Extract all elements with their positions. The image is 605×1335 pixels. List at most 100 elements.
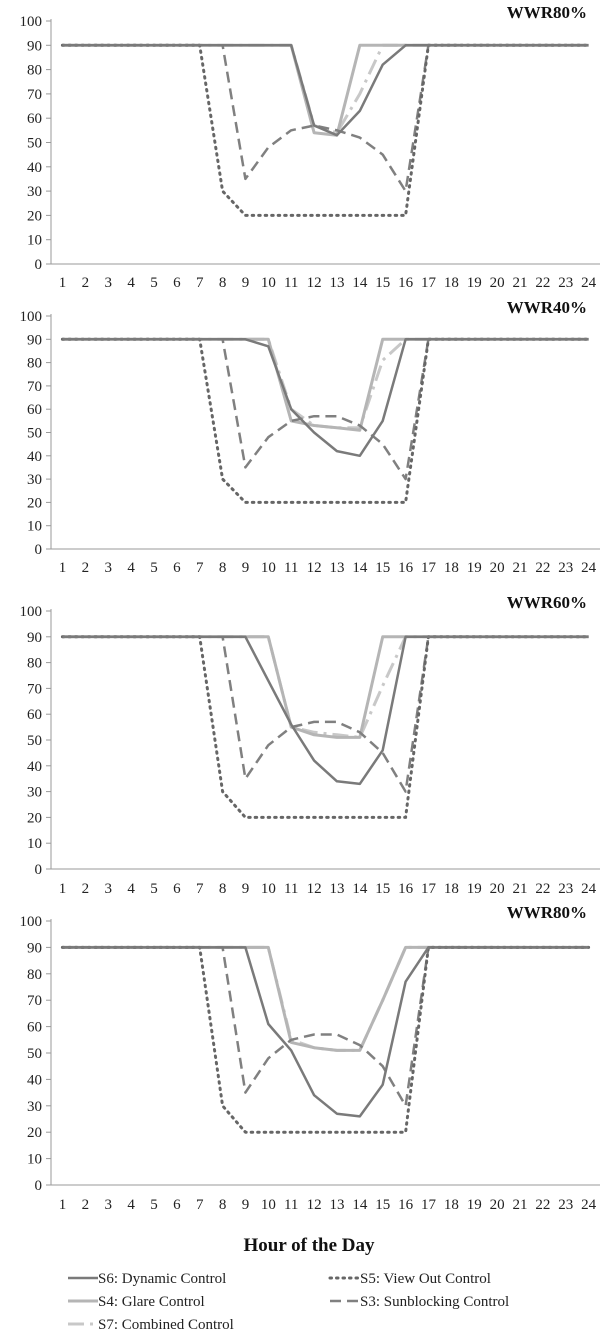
series-line-s5: [60, 635, 591, 819]
x-tick-label: 23: [558, 1197, 573, 1213]
y-tick-label: 70: [27, 87, 42, 103]
x-tick-label: 5: [150, 560, 158, 576]
x-tick-label: 12: [307, 275, 322, 291]
x-tick-label: 14: [352, 1197, 368, 1213]
x-tick-label: 7: [196, 1197, 204, 1213]
y-tick-label: 40: [27, 160, 42, 176]
legend-label: S6: Dynamic Control: [98, 1271, 226, 1287]
x-tick-label: 20: [490, 1197, 505, 1213]
y-tick-label: 40: [27, 1072, 42, 1088]
y-tick-label: 50: [27, 733, 42, 749]
x-tick-label: 12: [307, 1197, 322, 1213]
x-tick-label: 7: [196, 275, 204, 291]
y-tick-label: 90: [27, 38, 42, 54]
y-tick-label: 40: [27, 449, 42, 465]
x-tick-label: 6: [173, 275, 181, 291]
x-tick-label: 16: [398, 1197, 414, 1213]
x-tick-label: 16: [398, 560, 414, 576]
x-tick-label: 2: [82, 881, 90, 897]
y-tick-label: 100: [20, 914, 43, 930]
series-line-s5: [60, 337, 591, 504]
x-tick-label: 10: [261, 275, 276, 291]
x-tick-label: 18: [444, 1197, 459, 1213]
y-tick-label: 70: [27, 379, 42, 395]
y-tick-label: 20: [27, 208, 42, 224]
x-tick-label: 18: [444, 560, 459, 576]
y-tick-label: 60: [27, 1020, 42, 1036]
y-tick-label: 60: [27, 707, 42, 723]
y-tick-label: 40: [27, 759, 42, 775]
legend-item-s7: S7: Combined Control: [68, 1317, 234, 1333]
x-tick-label: 2: [82, 275, 90, 291]
x-tick-label: 9: [242, 275, 250, 291]
x-tick-label: 21: [512, 560, 527, 576]
x-tick-label: 17: [421, 275, 437, 291]
y-tick-label: 0: [35, 862, 43, 878]
x-tick-label: 6: [173, 560, 181, 576]
y-tick-label: 80: [27, 63, 42, 79]
x-tick-label: 13: [329, 275, 344, 291]
x-tick-label: 22: [535, 1197, 550, 1213]
x-tick-label: 6: [173, 1197, 181, 1213]
x-tick-label: 9: [242, 881, 250, 897]
series-line-s4: [62, 43, 589, 137]
panel-title: WWR80%: [507, 3, 587, 22]
x-tick-label: 10: [261, 560, 276, 576]
series-line-s7: [62, 635, 589, 739]
x-tick-label: 19: [467, 881, 482, 897]
x-tick-label: 13: [329, 1197, 344, 1213]
x-tick-label: 6: [173, 881, 181, 897]
y-tick-label: 80: [27, 967, 42, 983]
x-tick-label: 14: [352, 560, 368, 576]
x-tick-label: 17: [421, 881, 437, 897]
x-tick-label: 22: [535, 881, 550, 897]
series-line-s6: [62, 44, 589, 137]
x-tick-label: 24: [581, 881, 597, 897]
y-tick-label: 90: [27, 940, 42, 956]
x-tick-label: 19: [467, 275, 482, 291]
y-tick-label: 20: [27, 810, 42, 826]
y-tick-label: 80: [27, 356, 42, 372]
y-tick-label: 90: [27, 630, 42, 646]
x-tick-label: 21: [512, 1197, 527, 1213]
x-tick-label: 8: [219, 275, 227, 291]
x-tick-label: 23: [558, 560, 573, 576]
y-tick-label: 30: [27, 785, 42, 801]
x-tick-label: 2: [82, 1197, 90, 1213]
x-tick-label: 4: [127, 275, 135, 291]
x-tick-label: 23: [558, 881, 573, 897]
x-tick-label: 5: [150, 275, 158, 291]
x-tick-label: 12: [307, 881, 322, 897]
legend-label: S7: Combined Control: [98, 1317, 234, 1333]
series-line-s3: [62, 635, 589, 793]
x-tick-label: 5: [150, 1197, 158, 1213]
y-tick-label: 30: [27, 472, 42, 488]
series-line-s7: [62, 43, 589, 135]
x-tick-label: 11: [284, 560, 298, 576]
panel-title: WWR40%: [507, 298, 587, 317]
x-axis-label: Hour of the Day: [243, 1235, 375, 1256]
x-tick-label: 3: [104, 881, 112, 897]
x-tick-label: 20: [490, 881, 505, 897]
x-tick-label: 7: [196, 881, 204, 897]
x-tick-label: 21: [512, 275, 527, 291]
series-line-s7: [62, 337, 589, 430]
series-line-s3: [62, 44, 589, 193]
series-line-s6: [62, 338, 589, 458]
x-tick-label: 16: [398, 275, 414, 291]
x-tick-label: 15: [375, 881, 390, 897]
x-tick-label: 9: [242, 560, 250, 576]
x-tick-label: 1: [59, 275, 67, 291]
y-tick-label: 20: [27, 495, 42, 511]
x-tick-label: 14: [352, 881, 368, 897]
x-tick-label: 1: [59, 1197, 67, 1213]
series-line-s5: [60, 945, 591, 1134]
y-tick-label: 30: [27, 184, 42, 200]
y-tick-label: 60: [27, 402, 42, 418]
x-tick-label: 12: [307, 560, 322, 576]
x-tick-label: 14: [352, 275, 368, 291]
